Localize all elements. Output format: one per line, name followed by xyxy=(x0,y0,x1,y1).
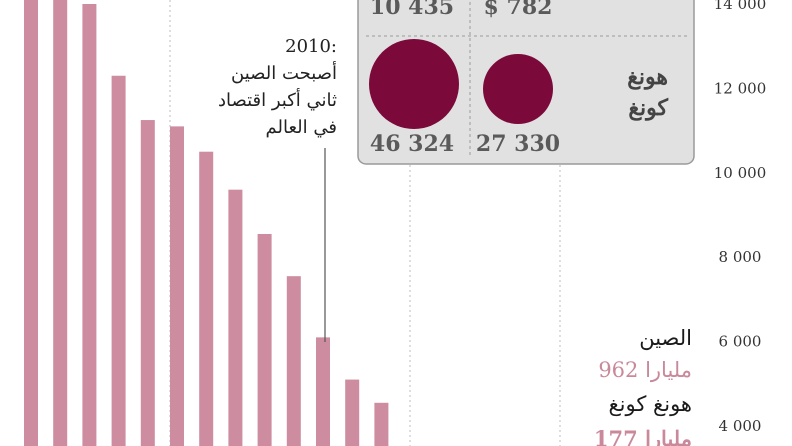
panel-bottom-right-value: 27 330 xyxy=(476,131,560,157)
y-tick-label: 10 000 xyxy=(714,164,767,182)
bar xyxy=(82,4,97,446)
y-tick-label: 14 000 xyxy=(714,0,767,13)
panel-circle-large xyxy=(369,39,459,129)
y-tick-label: 6 000 xyxy=(719,333,762,351)
bar xyxy=(24,0,38,446)
bar xyxy=(170,126,184,446)
bar xyxy=(140,120,155,446)
y-tick-label: 12 000 xyxy=(714,79,767,97)
bar xyxy=(286,276,301,446)
bar xyxy=(111,75,126,446)
bar xyxy=(53,0,68,446)
bar xyxy=(257,233,272,446)
bar xyxy=(228,189,243,446)
panel-bottom-left-value: 46 324 xyxy=(370,131,454,157)
y-tick-label: 8 000 xyxy=(719,248,762,266)
legend: الصين 962 مليارا هونغ كونغ 177 مليارا xyxy=(594,326,692,446)
legend-hk-label: هونغ كونغ xyxy=(609,392,693,417)
panel-top-right-value: $ 782 xyxy=(484,0,553,20)
y-axis-ticks: 14 000 12 000 10 000 8 000 6 000 4 000 xyxy=(714,0,767,435)
legend-china-value: 962 مليارا xyxy=(598,358,692,383)
bar xyxy=(199,151,214,446)
annotation-2010: 2010: أصبحت الصين ثاني أكبر اقتصاد في ال… xyxy=(218,36,337,342)
bar-series xyxy=(24,0,389,446)
comparison-panel: 10 435 $ 782 46 324 27 330 هونغ كونغ xyxy=(357,0,695,165)
annotation-year: 2010: xyxy=(285,36,337,57)
legend-hk-value: 177 مليارا xyxy=(594,426,692,446)
panel-row-label-line-2: كونغ xyxy=(628,95,668,121)
bar xyxy=(316,337,330,446)
panel-top-left-value: 10 435 xyxy=(370,0,454,20)
annotation-line-1: أصبحت الصين xyxy=(231,61,337,84)
annotation-line-2: ثاني أكبر اقتصاد xyxy=(218,88,337,111)
annotation-line-3: في العالم xyxy=(266,117,337,138)
bar xyxy=(374,402,389,446)
panel-circle-small xyxy=(483,54,553,124)
bar xyxy=(345,379,360,446)
y-tick-label: 4 000 xyxy=(719,417,762,435)
panel-row-label-line-1: هونغ xyxy=(627,64,668,90)
legend-china-label: الصين xyxy=(639,326,692,351)
